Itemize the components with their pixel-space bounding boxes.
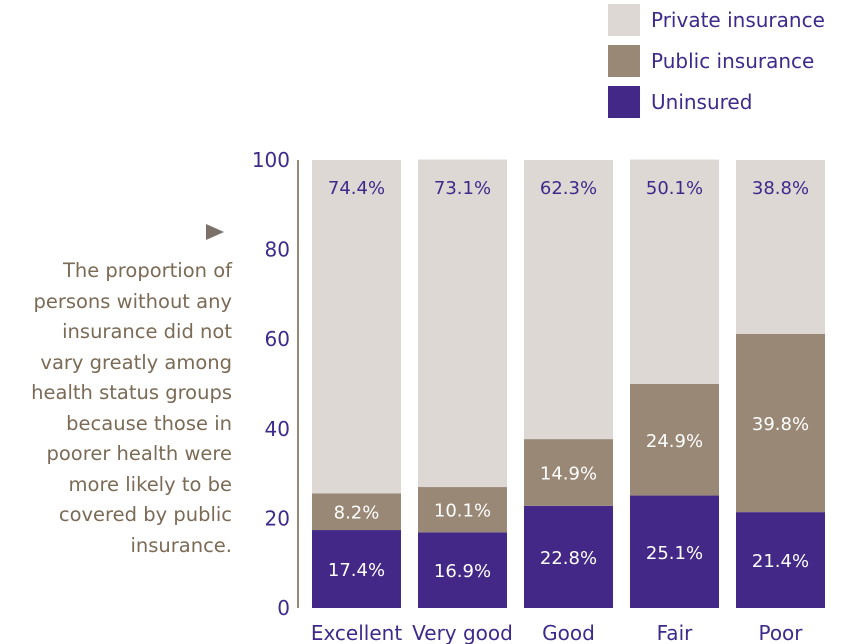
annotation-line: vary greatly among	[40, 350, 232, 374]
bar-segment-uninsured	[418, 532, 507, 608]
data-label-uninsured: 21.4%	[752, 551, 809, 572]
bar-segment-public-insurance	[312, 493, 401, 531]
annotation-line: more likely to be	[68, 472, 232, 496]
annotation-line: because those in	[66, 411, 232, 435]
legend-swatch	[608, 86, 640, 118]
x-category-label: Good	[542, 621, 595, 644]
data-label-private-insurance: 73.1%	[434, 178, 491, 199]
data-label-uninsured: 16.9%	[434, 561, 491, 582]
legend: Private insurance Public insurance Uninsur…	[608, 4, 825, 118]
data-label-uninsured: 25.1%	[646, 543, 703, 564]
bar-segment-uninsured	[524, 505, 613, 608]
data-label-public-insurance: 10.1%	[434, 501, 491, 522]
bar-segment-public-insurance	[418, 487, 507, 533]
annotation-line: insurance did not	[62, 320, 232, 343]
bar-segment-private-insurance	[312, 160, 401, 494]
bar-segment-public-insurance	[524, 439, 613, 506]
x-category-label: Excellent	[311, 621, 403, 644]
data-label-public-insurance: 14.9%	[540, 463, 597, 484]
bar-segment-uninsured	[312, 530, 401, 608]
bar-segment-private-insurance	[630, 159, 719, 384]
arrow-right-icon	[206, 224, 224, 240]
data-label-private-insurance: 50.1%	[646, 178, 703, 199]
annotation-line: persons without any	[33, 289, 232, 313]
legend-label: Uninsured	[651, 90, 752, 114]
legend-swatch	[608, 4, 640, 36]
y-axis-ticks: 0 20 40 60 80 100	[252, 148, 290, 620]
annotation-line: health status groups	[31, 381, 232, 404]
y-tick-label: 60	[265, 327, 290, 351]
data-label-public-insurance: 24.9%	[646, 431, 703, 452]
data-label-private-insurance: 38.8%	[752, 178, 809, 199]
data-label-uninsured: 22.8%	[540, 548, 597, 569]
bar-segment-public-insurance	[630, 384, 719, 496]
y-tick-label: 100	[252, 148, 290, 172]
legend-label: Public insurance	[651, 49, 814, 73]
y-tick-label: 40	[265, 417, 290, 441]
annotation-line: poorer health were	[46, 442, 233, 465]
y-tick-label: 20	[265, 506, 290, 530]
annotation-text: The proportion of persons without any insu…	[0, 256, 232, 561]
data-label-private-insurance: 62.3%	[540, 178, 597, 199]
bars: 17.4% 8.2% 74.4% 16.9% 10.1% 73.1% 22.8% 14.9% 6…	[312, 159, 825, 608]
y-tick-label: 0	[277, 596, 290, 620]
y-tick-label: 80	[265, 238, 290, 262]
x-category-label: Very good	[412, 621, 513, 644]
x-category-label: Poor	[758, 621, 803, 644]
legend-label: Private insurance	[651, 8, 825, 32]
bar-segment-private-insurance	[524, 160, 613, 440]
x-category-label: Fair	[657, 621, 693, 644]
annotation-line: covered by public	[58, 503, 232, 526]
x-axis-labels: Excellent Very good Good Fair Poor	[311, 621, 803, 644]
data-label-uninsured: 17.4%	[328, 560, 385, 581]
annotation-line: insurance.	[130, 533, 232, 557]
bar-segment-private-insurance	[418, 159, 507, 488]
bar-segment-uninsured	[736, 512, 825, 608]
legend-swatch	[608, 45, 640, 77]
data-label-public-insurance: 8.2%	[334, 503, 380, 524]
bar-segment-uninsured	[630, 495, 719, 608]
bar-segment-public-insurance	[736, 333, 825, 513]
data-label-private-insurance: 74.4%	[328, 178, 385, 199]
bar-segment-private-insurance	[736, 160, 825, 334]
annotation-line: The proportion of	[62, 259, 232, 282]
data-label-public-insurance: 39.8%	[752, 414, 809, 435]
